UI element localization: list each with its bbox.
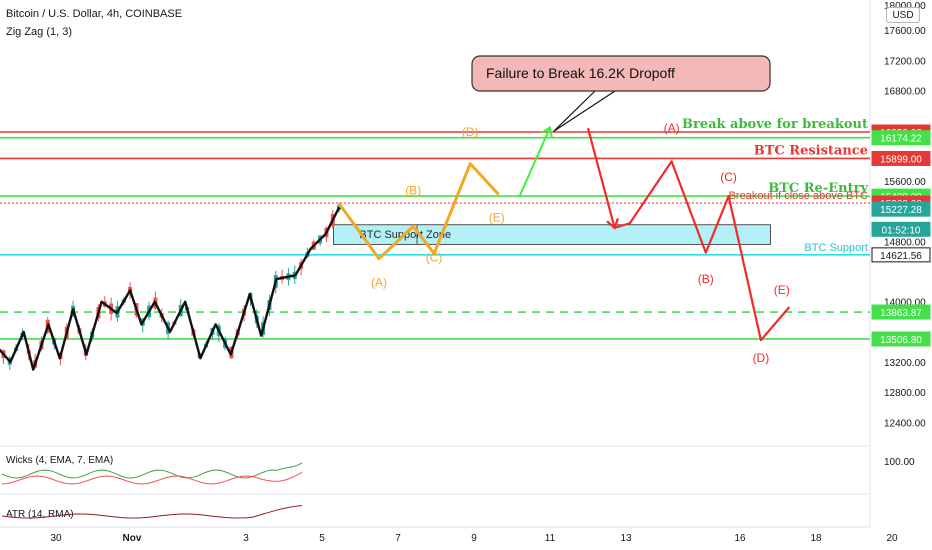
green-arrow-head [540, 125, 553, 138]
x-tick-label: Nov [123, 533, 142, 544]
y-tick-label: 14000.00 [884, 298, 926, 309]
orange-wave-label: (A) [371, 276, 387, 290]
atr-line [1, 505, 303, 519]
wicks-pane-label: Wicks (4, EMA, 7, EMA) [6, 455, 113, 466]
wicks-line-red [1, 471, 303, 485]
red-wave-label: (E) [774, 283, 790, 297]
price-badge-label: 15899.00 [880, 154, 922, 165]
x-tick-label: 13 [620, 533, 632, 544]
x-tick-label: 11 [545, 533, 556, 544]
orange-wave-label: (E) [489, 211, 505, 225]
price-badge [871, 304, 931, 320]
zigzag-line [0, 206, 341, 371]
red-wave-label: (C) [720, 170, 737, 184]
price-badge [871, 221, 931, 237]
x-tick-label: 5 [319, 533, 325, 544]
price-badge-label: 15227.28 [880, 205, 922, 216]
y-tick-label: 14800.00 [884, 237, 926, 248]
y-tick-label: 17200.00 [884, 56, 926, 67]
x-tick-label: 20 [886, 533, 898, 544]
y-tick-label: 12800.00 [884, 388, 926, 399]
y-tick-label: 18000.00 [884, 1, 926, 12]
green-breakout-path [518, 127, 551, 197]
price-badge-label: 13863.87 [880, 308, 922, 319]
level-label: BTC Support [804, 242, 868, 254]
chart-title: Bitcoin / U.S. Dollar, 4h, COINBASE [6, 8, 183, 20]
x-tick-label: 30 [50, 533, 62, 544]
price-badge [871, 247, 931, 263]
red-wave-path [586, 127, 791, 342]
red-wave-label: (B) [698, 272, 714, 286]
level-label: Breakout if close above BTC [729, 190, 868, 202]
callout-box [471, 55, 771, 92]
red-wave-label: (D) [753, 351, 770, 365]
currency-button[interactable]: USD [886, 7, 920, 23]
candles-layer [1, 202, 342, 371]
y-tick-label: 13200.00 [884, 358, 926, 369]
wicks-axis-value: 100.00 [884, 457, 915, 468]
price-badge [871, 130, 931, 146]
x-tick-label: 9 [471, 533, 477, 544]
price-badge [871, 331, 931, 347]
indicator-label: Zig Zag (1, 3) [6, 26, 73, 38]
level-label: BTC Resistance [754, 143, 868, 158]
red-wave-label: (A) [664, 121, 680, 135]
price-badge-label: 01:52:10 [882, 225, 921, 236]
price-badge [871, 201, 931, 217]
price-badge [871, 150, 931, 166]
atr-pane-label: ATR (14, RMA) [6, 509, 74, 520]
price-badge-label: 14621.56 [880, 251, 922, 262]
orange-wave-label: (C) [426, 251, 443, 265]
x-tick-label: 16 [734, 533, 746, 544]
level-label: Break above for breakout [682, 117, 868, 132]
y-tick-label: 17600.00 [884, 26, 926, 37]
y-tick-label: 12400.00 [884, 418, 926, 429]
y-tick-label: 15600.00 [884, 177, 926, 188]
level-label: BTC Re-Entry [768, 181, 868, 196]
price-badge-label: 16174.22 [880, 134, 922, 145]
orange-wave-path [337, 162, 500, 261]
callout-pointer [553, 90, 616, 132]
x-tick-label: 18 [810, 533, 822, 544]
red-arrow-head [606, 217, 619, 230]
orange-wave-label: (B) [405, 184, 421, 198]
callout-pointer [553, 90, 596, 132]
x-tick-label: 7 [395, 533, 401, 544]
x-tick-label: 3 [243, 533, 249, 544]
price-badge-label: 13506.80 [880, 335, 922, 346]
callout-text: Failure to Break 16.2K Dropoff [486, 65, 675, 81]
y-tick-label: 16800.00 [884, 87, 926, 98]
orange-wave-label: (D) [462, 125, 479, 139]
